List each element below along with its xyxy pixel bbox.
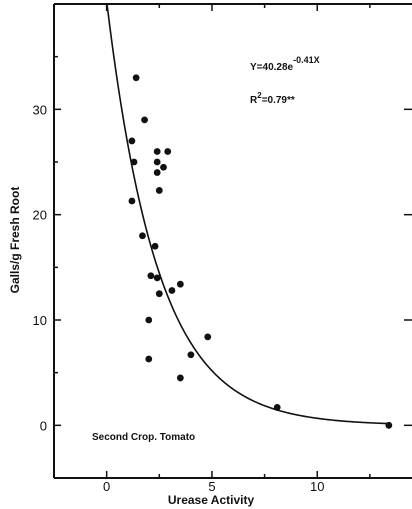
data-point — [153, 274, 161, 282]
axis-ticks: 0 5 10 0 10 20 30 — [33, 4, 412, 494]
data-point — [145, 355, 153, 363]
data-point — [385, 421, 393, 429]
data-point — [141, 116, 148, 124]
data-point — [160, 163, 167, 171]
x-tick-label: 10 — [310, 479, 324, 494]
y-tick-label: 10 — [33, 313, 47, 328]
r-squared-annotation: R2=0.79** — [250, 91, 295, 106]
equation-annotation: Y=40.28e-0.41X — [250, 55, 320, 73]
fit-curve-layer — [106, 3, 391, 425]
data-point — [145, 316, 153, 324]
data-point — [155, 187, 163, 194]
data-point — [204, 333, 212, 341]
data-point — [187, 351, 195, 359]
data-point — [176, 280, 184, 288]
y-tick-label: 30 — [33, 102, 47, 117]
x-tick-label: 5 — [208, 479, 215, 494]
data-point — [168, 287, 176, 294]
fit-curve — [106, 3, 391, 425]
data-point — [132, 74, 140, 82]
equation-exponent: -0.41X — [293, 55, 320, 65]
data-point — [128, 197, 136, 205]
data-point — [153, 169, 161, 176]
r2-superscript: 2 — [257, 91, 262, 100]
r2-prefix: R — [250, 95, 258, 106]
data-point — [151, 242, 159, 250]
x-tick-label: 0 — [103, 479, 110, 494]
data-point — [153, 148, 161, 155]
data-point — [128, 137, 136, 145]
data-point — [155, 290, 163, 298]
data-point — [164, 148, 172, 155]
x-axis-title: Urease Activity — [168, 493, 255, 507]
y-tick-label: 20 — [33, 208, 47, 223]
y-tick-label: 0 — [40, 418, 47, 433]
data-point — [130, 158, 138, 166]
data-point — [273, 404, 281, 411]
data-point — [139, 232, 146, 240]
data-point — [147, 272, 155, 280]
chart-caption: Second Crop. Tomato — [92, 432, 195, 443]
data-point — [176, 374, 184, 382]
data-points — [128, 74, 393, 429]
y-axis-title: Galls/g Fresh Root — [8, 187, 22, 294]
r2-value: =0.79** — [262, 95, 295, 106]
equation-base: Y=40.28e — [250, 62, 294, 73]
data-point — [153, 158, 161, 166]
plot-frame — [53, 3, 412, 479]
